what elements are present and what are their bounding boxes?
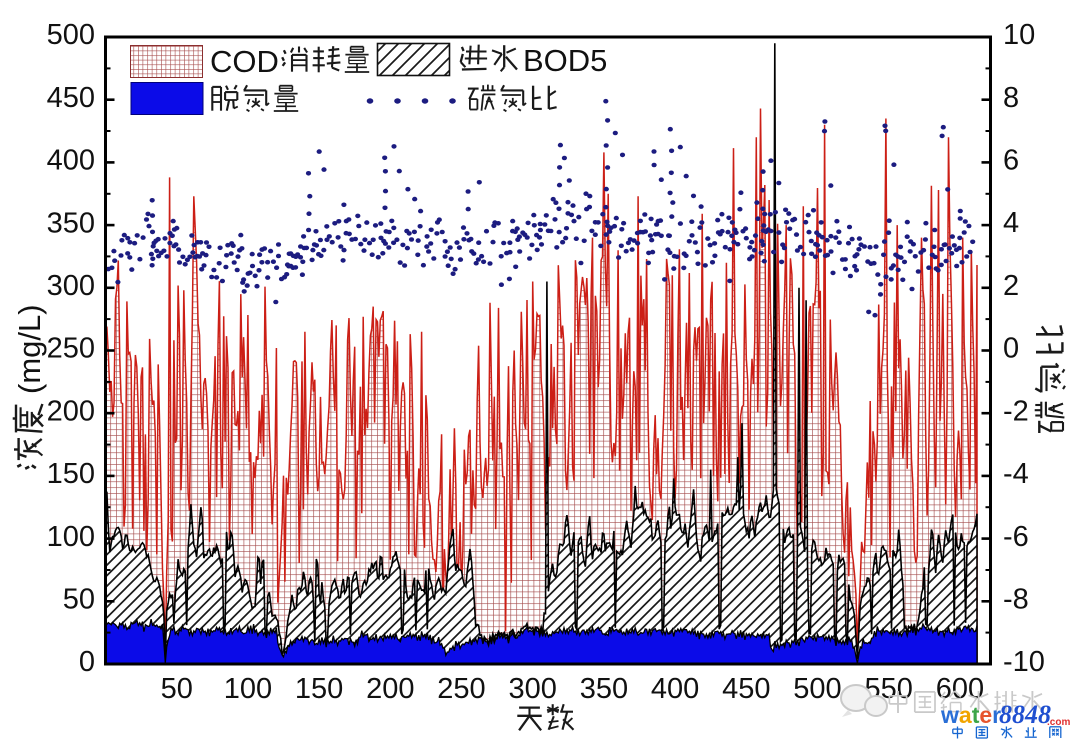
svg-text:(mg/L): (mg/L) (12, 304, 47, 394)
svg-text:500: 500 (47, 19, 95, 51)
svg-text:COD: COD (210, 44, 279, 79)
svg-text:450: 450 (47, 82, 95, 114)
svg-text:200: 200 (366, 673, 414, 705)
svg-text:-8: -8 (1003, 583, 1029, 615)
svg-text:100: 100 (224, 673, 272, 705)
svg-text:10: 10 (1003, 19, 1035, 51)
svg-text:50: 50 (63, 583, 95, 615)
svg-text:250: 250 (437, 673, 485, 705)
svg-text:200: 200 (47, 395, 95, 427)
svg-text:-6: -6 (1003, 521, 1029, 553)
svg-text:350: 350 (580, 673, 628, 705)
svg-text:4: 4 (1003, 207, 1019, 239)
svg-text:water: water (940, 702, 1001, 728)
svg-text:-2: -2 (1003, 395, 1029, 427)
svg-text:BOD5: BOD5 (523, 43, 607, 78)
svg-text:150: 150 (295, 673, 343, 705)
svg-text:300: 300 (509, 673, 557, 705)
svg-text:0: 0 (1003, 333, 1019, 365)
svg-text:450: 450 (722, 673, 770, 705)
svg-text:2: 2 (1003, 270, 1019, 302)
svg-text:150: 150 (47, 458, 95, 490)
svg-text:0: 0 (79, 646, 95, 678)
svg-text:8848: 8848 (999, 700, 1051, 729)
svg-text:6: 6 (1003, 145, 1019, 177)
svg-text:8: 8 (1003, 82, 1019, 114)
svg-text:300: 300 (47, 270, 95, 302)
svg-text:350: 350 (47, 207, 95, 239)
svg-text:400: 400 (651, 673, 699, 705)
svg-text:-4: -4 (1003, 458, 1029, 490)
svg-text:100: 100 (47, 521, 95, 553)
svg-text:400: 400 (47, 145, 95, 177)
svg-text:50: 50 (161, 673, 193, 705)
svg-text:-10: -10 (1003, 646, 1045, 678)
svg-text:.com: .com (1047, 717, 1070, 728)
svg-text:250: 250 (47, 333, 95, 365)
svg-text:500: 500 (793, 673, 841, 705)
